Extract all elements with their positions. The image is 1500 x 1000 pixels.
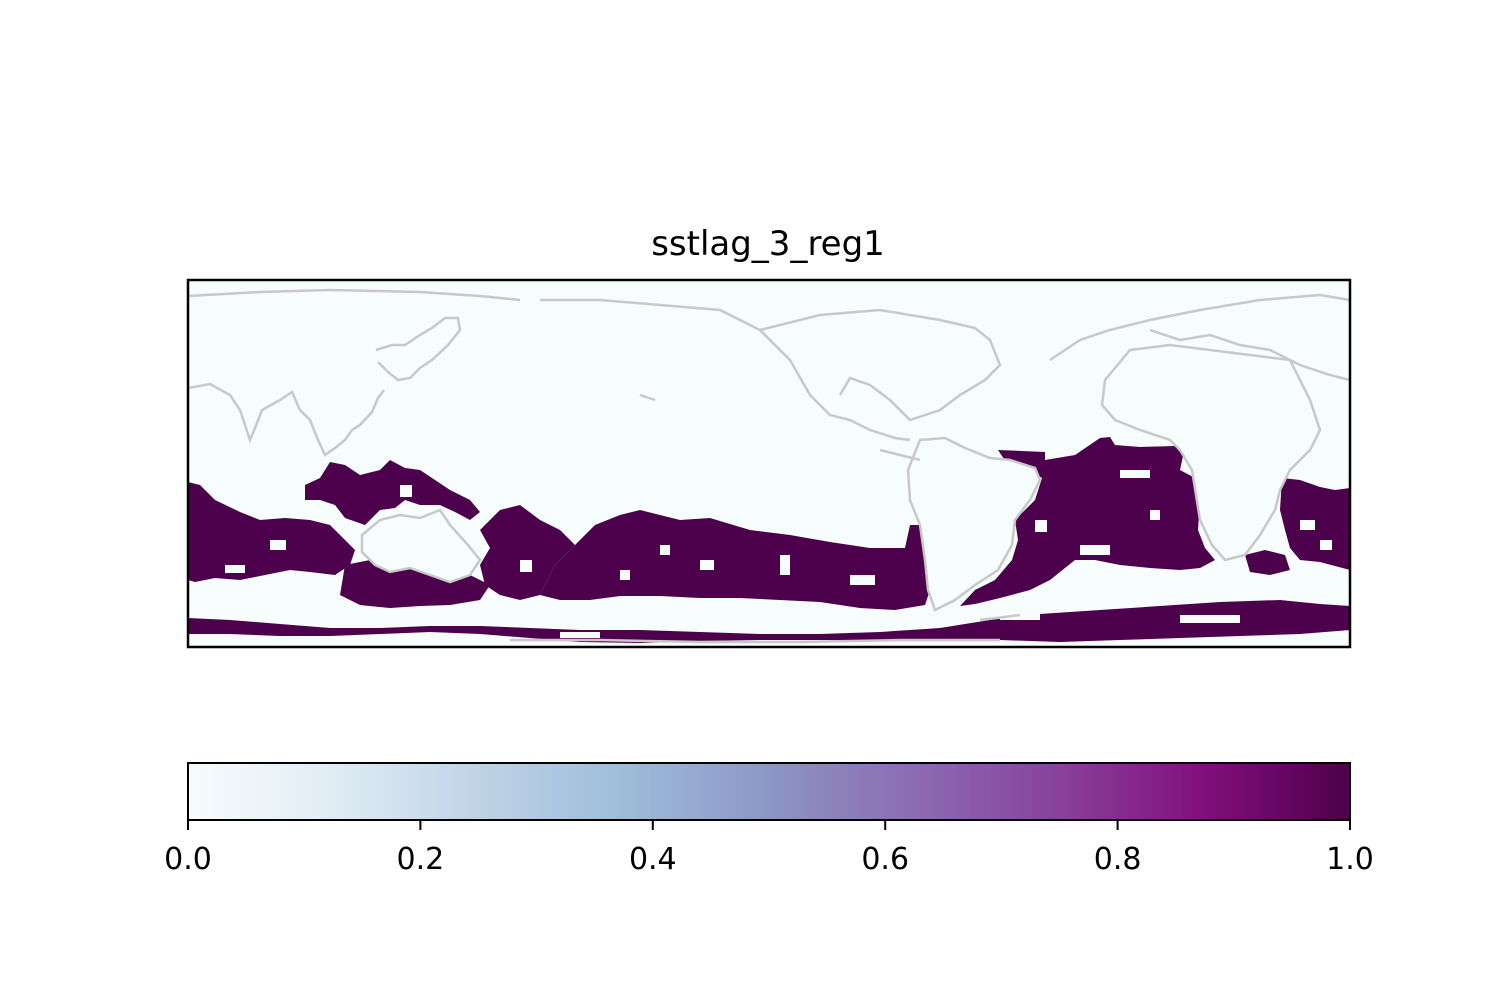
map-axes-frame bbox=[186, 278, 1352, 649]
mask-regions bbox=[188, 345, 1350, 643]
region-agulhas bbox=[1245, 550, 1290, 575]
colorbar-tick-label: 0.8 bbox=[1093, 842, 1142, 877]
region-southern-ocean-band bbox=[188, 600, 1350, 643]
colorbar-tick-label: 0.4 bbox=[628, 842, 677, 877]
colorbar-gradient bbox=[187, 762, 1351, 821]
region-south-pacific-west bbox=[480, 505, 575, 600]
region-indonesian-seas bbox=[305, 460, 480, 525]
region-south-pacific-east bbox=[540, 510, 930, 610]
colorbar-tick-label: 0.0 bbox=[164, 842, 212, 877]
colorbar-tick-label: 0.2 bbox=[396, 842, 445, 877]
australia-unmasked bbox=[362, 510, 480, 582]
region-south-atlantic bbox=[960, 437, 1215, 606]
africa-unmasked bbox=[1102, 345, 1320, 560]
colorbar-tick-label: 1.0 bbox=[1326, 842, 1374, 877]
colorbar-ticks bbox=[187, 820, 1351, 830]
region-south-indian-band bbox=[188, 482, 355, 582]
map-title: sstlag_3_reg1 bbox=[651, 224, 885, 264]
colorbar-tick-label: 0.6 bbox=[861, 842, 910, 877]
south-america-unmasked bbox=[908, 438, 1040, 610]
coastlines bbox=[188, 288, 1350, 644]
